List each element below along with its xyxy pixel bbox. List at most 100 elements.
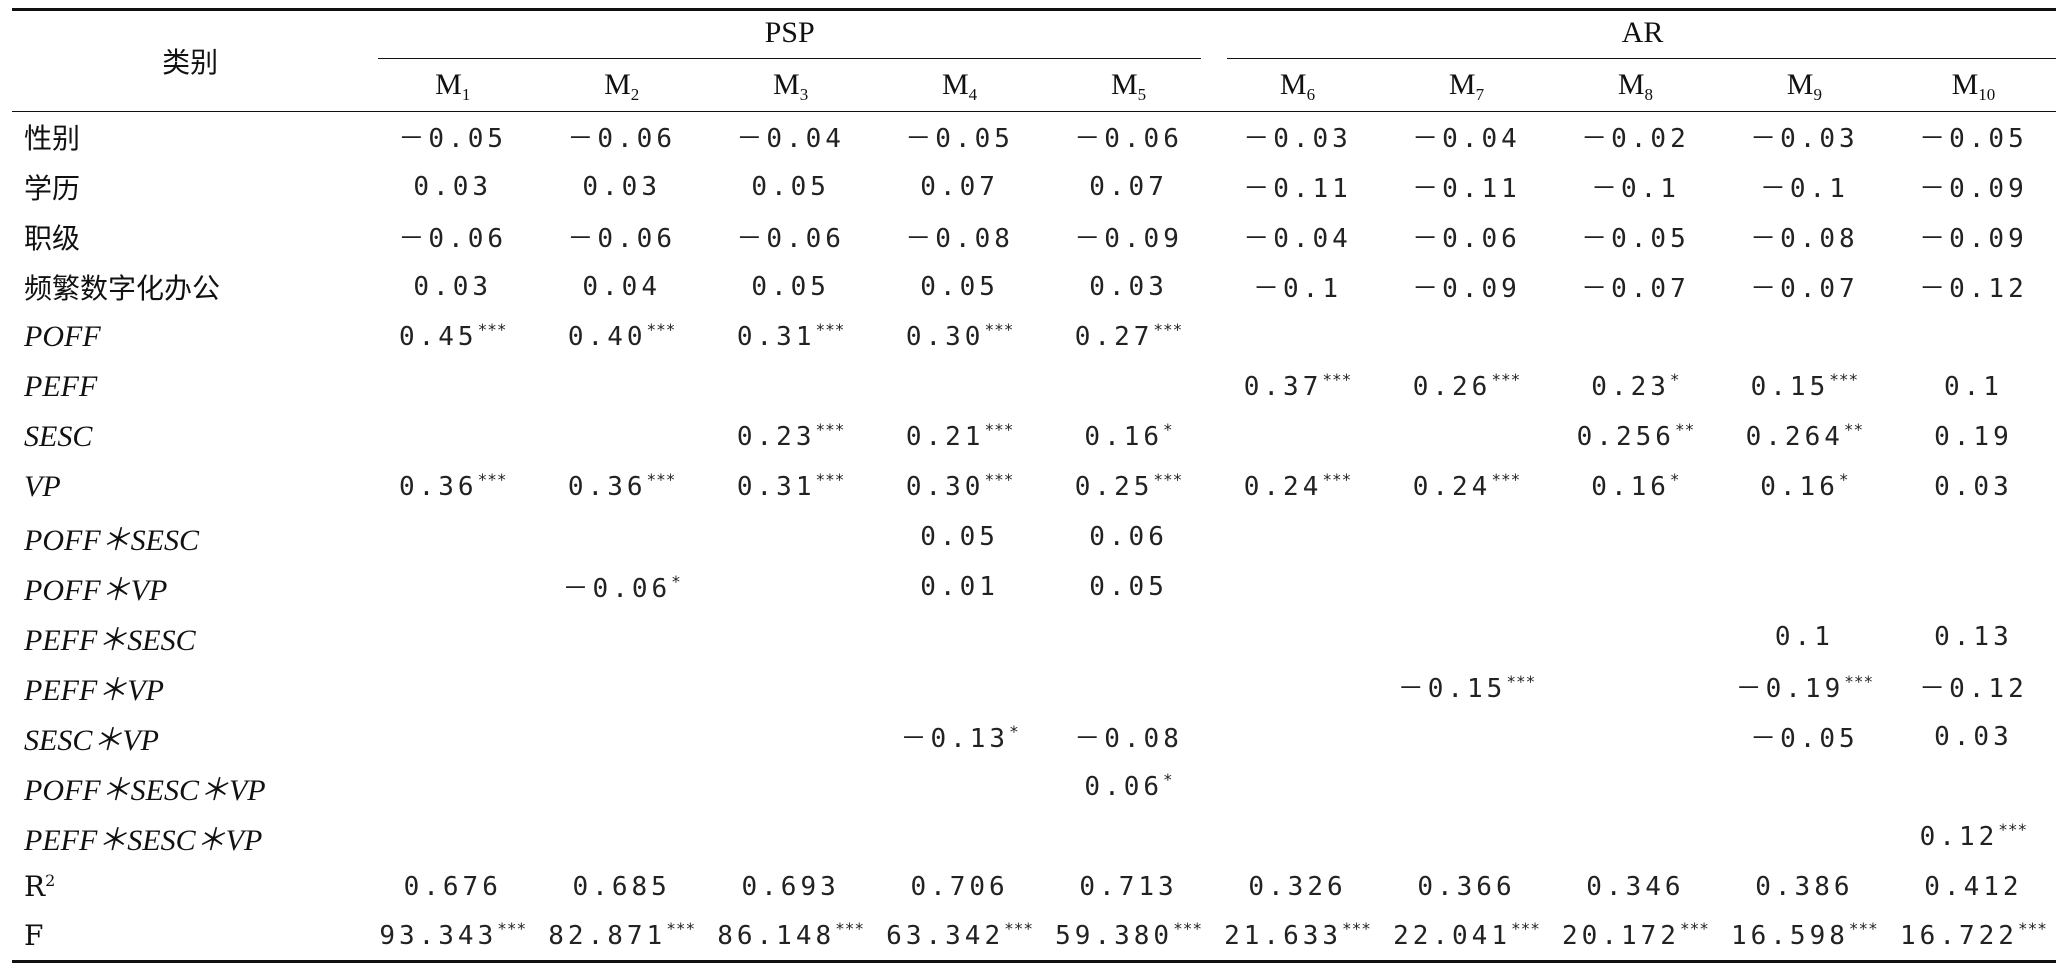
table-cell: 0.37*** [1213,362,1382,412]
cell-value: －0.1 [1590,174,1680,204]
row-label: SESC [12,412,368,462]
significance-marker: *** [1848,918,1878,938]
cell-value: 0.03 [413,171,493,202]
cell-value: 0.12 [1919,821,1999,852]
table-cell: －0.03 [1720,112,1889,162]
row-label-text: 频繁数字化办公 [24,271,221,305]
cell-value: －0.03 [1243,124,1352,155]
table-cell: －0.03 [1213,112,1382,162]
cell-value: －0.15 [1397,674,1507,704]
row-label: POFF＊SESC [12,512,368,562]
cell-value: －0.12 [1919,674,2028,704]
table-cell: 0.07 [875,162,1044,212]
significance-marker: *** [1844,672,1874,691]
significance-marker: *** [1322,469,1352,489]
significance-marker: ** [1674,419,1695,439]
table-cell: 0.15*** [1720,362,1889,412]
table-row: 学历 0.03 0.03 0.05 0.07 0.07 －0.11 －0.11 －0.1 －0.1… [12,162,2056,212]
table-cell: 0.685 [537,862,706,912]
table-row: SESC＊VP －0.13* －0.08 －0.05 0.03 [12,712,2056,762]
table-cell [706,812,875,862]
cell-value: －0.06 [1074,124,1183,155]
cell-value: 0.264 [1745,421,1844,452]
significance-marker: *** [815,319,845,339]
table-cell: 0.366 [1382,862,1551,912]
table-cell [368,362,537,412]
table-row: 频繁数字化办公 0.03 0.04 0.05 0.05 0.03 －0.1 －0.09 －0.0… [12,262,2056,312]
cell-value: －0.1 [1759,174,1849,204]
row-label-text: PEFF＊SESC＊VP [24,823,263,857]
table-cell [537,612,706,662]
cell-value: －0.05 [398,124,508,155]
table-cell: 0.412 [1889,862,2056,912]
significance-marker: *** [835,918,865,938]
table-cell [1213,662,1382,712]
table-cell: －0.06 [1044,112,1213,162]
significance-marker: * [1163,769,1173,789]
cell-value: 0.03 [1089,271,1168,302]
significance-marker: * [1009,722,1019,741]
table-cell: 16.722*** [1888,911,2056,963]
significance-marker: *** [1506,672,1536,691]
table-cell [1213,512,1382,562]
table-cell: 0.03 [1889,712,2056,762]
cell-value: 0.06 [1089,521,1168,552]
table-cell: －0.04 [1213,212,1382,262]
cell-value: －0.09 [1074,224,1183,254]
row-label-text: PEFF＊VP [24,673,164,707]
cell-value: 0.37 [1243,371,1323,402]
table-cell [1551,762,1720,812]
table-cell [1551,312,1720,362]
cell-value: 0.06 [1084,771,1164,802]
model-name: M [1617,68,1645,102]
table-row: SESC 0.23*** 0.21*** 0.16* 0.256** 0.264** 0.1… [12,412,2056,462]
table-cell: －0.05 [1720,712,1889,762]
cell-value: 0.07 [920,171,999,202]
significance-marker: *** [1004,918,1033,938]
significance-marker: *** [1153,469,1183,489]
table-cell [368,712,537,762]
table-cell: －0.05 [1551,212,1720,262]
row-label: VP [12,462,368,512]
table-cell: －0.12 [1889,262,2056,312]
model-header-cell: M1 [368,59,538,112]
table-cell [1044,612,1213,662]
cell-value: 0.25 [1074,471,1154,502]
table-cell: 0.06 [1044,512,1213,562]
table-cell [875,812,1044,862]
category-header: 类别 [12,8,369,112]
group-header-ar: AR [1227,16,2056,59]
cell-value: 0.30 [905,321,985,352]
table-cell [875,662,1044,712]
table-cell [537,662,706,712]
table-cell: 0.12*** [1889,812,2056,862]
cell-value: 0.01 [920,571,999,602]
table-cell: 0.1 [1889,362,2056,412]
table-row: POFF＊VP －0.06* 0.01 0.05 [12,562,2056,612]
cell-value: 0.676 [403,871,502,902]
table-cell: －0.02 [1551,112,1720,162]
cell-value: －0.09 [1919,224,2028,254]
table-cell: 0.386 [1720,862,1889,912]
table-cell [537,712,706,762]
row-label-text: POFF [24,319,101,353]
table-cell: 0.45*** [368,312,537,362]
cell-value: －0.06 [567,224,676,254]
cell-value: 0.04 [582,271,661,302]
table-cell [1213,612,1382,662]
table-cell: 21.633*** [1213,911,1382,963]
cell-value: 21.633 [1224,920,1343,951]
cell-value: 0.05 [920,521,999,552]
cell-value: 0.1 [1774,621,1834,652]
model-index: 1 [461,85,471,105]
table-cell: －0.1 [1720,162,1889,212]
table-cell: －0.13* [875,712,1044,762]
model-header-cell: M2 [537,59,707,112]
table-cell [1889,762,2056,812]
table-cell: －0.11 [1213,162,1382,212]
table-cell [537,812,706,862]
table-cell: 93.343*** [368,911,538,963]
cell-value: 0.346 [1586,871,1685,902]
table-cell: －0.06 [706,212,875,262]
significance-marker: *** [477,319,507,339]
